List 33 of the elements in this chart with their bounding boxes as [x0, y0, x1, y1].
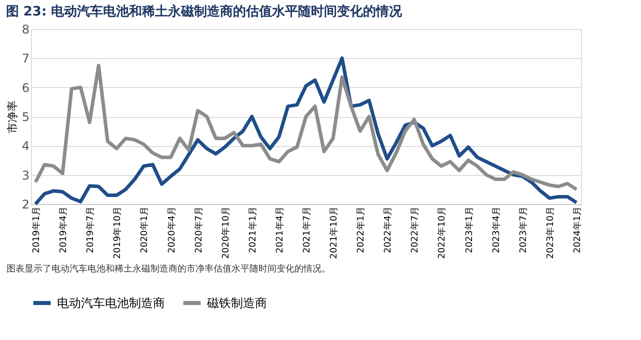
x-tick-label: 2022年7月: [410, 206, 421, 254]
y-tick-label: 5: [22, 110, 30, 124]
x-tick-label: 2022年4月: [382, 206, 394, 254]
x-tick-label: 2023年1月: [464, 206, 475, 254]
legend-label: 磁铁制造商: [206, 296, 267, 310]
y-tick-label: 7: [22, 52, 30, 66]
x-tick-label: 2019年1月: [31, 206, 42, 254]
x-tick-label: 2021年4月: [274, 206, 286, 254]
x-tick-label: 2023年10月: [544, 206, 556, 259]
y-tick-label: 3: [22, 168, 30, 182]
x-tick-label: 2022年10月: [436, 206, 448, 259]
x-tick-label: 2020年1月: [139, 206, 150, 254]
x-tick-label: 2023年4月: [490, 206, 502, 254]
x-tick-label: 2020年10月: [220, 206, 232, 259]
legend-label: 电动汽车电池制造商: [57, 296, 165, 310]
y-tick-label: 2: [22, 198, 30, 212]
x-tick-label: 2019年4月: [58, 206, 70, 254]
x-tick-label: 2019年7月: [85, 206, 96, 254]
chart-title: 图 23: 电动汽车电池和稀土永磁制造商的估值水平随时间变化的情况: [6, 4, 404, 20]
y-tick-label: 4: [22, 139, 30, 154]
x-tick-label: 2019年10月: [112, 206, 124, 259]
y-axis-title: 市净率: [6, 100, 19, 134]
x-tick-label: 2022年1月: [356, 206, 367, 254]
y-tick-label: 8: [22, 22, 30, 36]
text: 图表显示了电动汽车电池和稀土永磁制造商的市净率估值水平随时间变化的情况。: [6, 263, 330, 274]
x-tick-label: 2021年1月: [247, 206, 258, 254]
x-tick-label: 2021年10月: [328, 206, 340, 259]
x-tick-label: 2020年4月: [166, 206, 178, 254]
y-tick-label: 6: [22, 80, 30, 95]
x-tick-label: 2021年7月: [302, 206, 312, 254]
x-tick-label: 2023年7月: [518, 206, 529, 254]
x-tick-label: 2024年1月: [572, 206, 583, 254]
x-tick-label: 2020年7月: [193, 206, 204, 254]
